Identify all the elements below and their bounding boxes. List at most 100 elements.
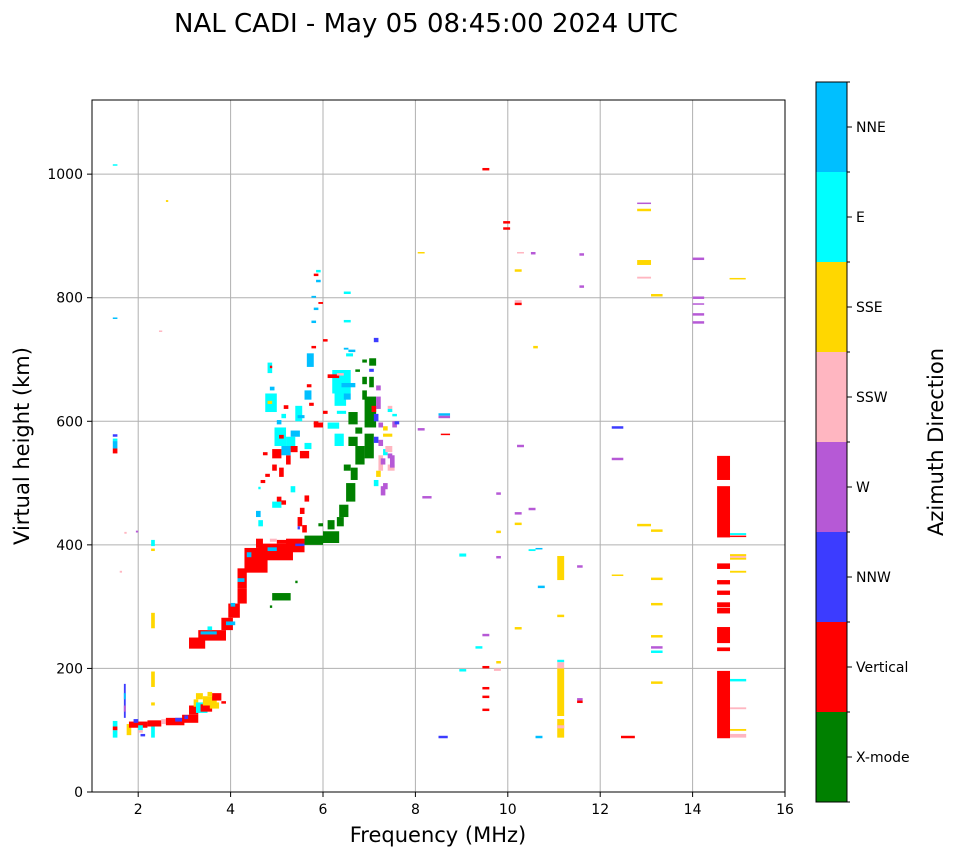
echo-patch-w bbox=[514, 512, 522, 515]
echo-patch-sse bbox=[514, 627, 522, 630]
echo-patch-v bbox=[272, 464, 277, 471]
echo-patch-v bbox=[482, 686, 490, 690]
echo-patch-v bbox=[327, 374, 340, 379]
echo-patch-w bbox=[651, 646, 663, 649]
echo-patch-v bbox=[269, 365, 273, 369]
echo-patch-ssw bbox=[730, 707, 747, 710]
echo-patch-nne bbox=[343, 393, 351, 400]
echo-patch-nne bbox=[256, 510, 261, 518]
echo-patch-nne bbox=[535, 735, 543, 739]
echo-patch-sse bbox=[151, 671, 155, 687]
echo-patch-ssw bbox=[637, 276, 652, 279]
echo-patch-nnw bbox=[133, 719, 139, 723]
echo-patch-w bbox=[692, 321, 705, 324]
echo-patch-nne bbox=[269, 386, 275, 391]
echo-patch-nne bbox=[112, 317, 118, 319]
echo-patch-nnw bbox=[123, 683, 126, 718]
echo-patch-v bbox=[276, 496, 282, 502]
echo-patch-x bbox=[323, 531, 340, 544]
echo-patch-v bbox=[717, 670, 731, 739]
echo-patch-v bbox=[730, 535, 747, 538]
colorbar-tick-label: SSE bbox=[856, 300, 883, 316]
y-axis-ticks: 0 200 400 600 800 1000 bbox=[47, 167, 92, 801]
echo-patch-nne bbox=[304, 390, 312, 400]
echo-patch-w bbox=[530, 251, 536, 255]
echo-patch-sse bbox=[496, 661, 501, 664]
echo-patch-sse bbox=[651, 529, 663, 532]
echo-patch-w bbox=[517, 444, 524, 448]
echo-patch-w bbox=[692, 313, 705, 316]
echo-patch-nne bbox=[535, 547, 543, 550]
echo-patch-v bbox=[482, 695, 490, 699]
echo-patch-e bbox=[112, 164, 118, 166]
echo-patch-x bbox=[346, 483, 356, 502]
echo-patch-sse bbox=[151, 702, 155, 706]
echo-patch-x bbox=[339, 504, 349, 518]
echo-patch-nnw bbox=[297, 526, 300, 530]
colorbar-tick-label: X-mode bbox=[856, 750, 910, 766]
echo-patch-sse bbox=[651, 635, 663, 638]
echo-patch-w bbox=[692, 303, 705, 305]
echo-patch-w bbox=[135, 530, 139, 533]
colorbar-swatch-e bbox=[816, 172, 847, 262]
echo-patch-v bbox=[717, 580, 731, 585]
echo-patch-e bbox=[336, 410, 347, 414]
echo-patch-e bbox=[557, 659, 565, 663]
echo-patch-w bbox=[376, 396, 381, 409]
echo-patch-e bbox=[327, 422, 340, 429]
echo-patch-sse bbox=[417, 251, 425, 254]
echo-patch-e bbox=[258, 486, 261, 490]
echo-patch-v bbox=[182, 714, 199, 723]
echo-patch-ssw bbox=[119, 570, 123, 573]
echo-patch-w bbox=[389, 455, 395, 468]
echo-patch-sse bbox=[651, 681, 663, 684]
echo-patch-x bbox=[362, 390, 367, 400]
echo-patch-sse bbox=[202, 696, 217, 706]
echo-patch-nne bbox=[537, 585, 545, 589]
echo-patch-ssw bbox=[138, 730, 143, 733]
echo-patch-v bbox=[228, 603, 240, 618]
echo-patch-v bbox=[237, 588, 247, 604]
colorbar-swatch-nnw bbox=[816, 532, 847, 622]
colorbar-swatch-ssw bbox=[816, 352, 847, 442]
echo-patch-nne bbox=[306, 353, 314, 367]
echo-patch-v bbox=[306, 384, 312, 388]
echo-patch-nne bbox=[230, 602, 236, 607]
colorbar-swatch-x bbox=[816, 712, 847, 802]
echo-patch-x bbox=[304, 535, 323, 545]
echo-patch-v bbox=[283, 405, 289, 409]
echo-patch-v bbox=[189, 637, 206, 649]
echo-patch-sse bbox=[151, 612, 155, 629]
echo-patch-e bbox=[651, 650, 663, 653]
echo-patch-v bbox=[212, 693, 222, 701]
x-axis-label: Frequency (MHz) bbox=[350, 823, 526, 847]
echo-patch-ssw bbox=[514, 300, 522, 303]
echo-patch-sse bbox=[637, 260, 652, 265]
echo-patch-v bbox=[309, 402, 314, 406]
echo-patch-nnw bbox=[611, 426, 624, 429]
echo-patch-e bbox=[343, 319, 351, 323]
echo-patch-v bbox=[313, 422, 323, 428]
echo-patch-sse bbox=[557, 614, 565, 618]
echo-patch-e bbox=[295, 405, 303, 422]
echo-patch-v bbox=[299, 507, 305, 514]
echo-patch-x bbox=[348, 436, 358, 446]
echo-patch-v bbox=[272, 449, 282, 459]
echo-patch-e bbox=[258, 520, 263, 527]
echo-patch-w bbox=[376, 385, 381, 391]
echo-patch-e bbox=[343, 291, 351, 295]
echo-patch-nne bbox=[348, 349, 356, 353]
echo-patch-w bbox=[496, 492, 501, 495]
echo-patch-nnw bbox=[373, 436, 379, 443]
y-tick-label: 1000 bbox=[47, 167, 83, 183]
echo-patch-ssw bbox=[557, 725, 565, 729]
echo-patch-w bbox=[378, 422, 384, 428]
echo-patch-nne bbox=[200, 631, 217, 635]
echo-patch-sse bbox=[496, 530, 501, 534]
echo-patch-nnw bbox=[112, 434, 118, 437]
echo-patch-nnw bbox=[373, 337, 379, 343]
x-tick-label: 6 bbox=[319, 802, 328, 818]
echo-patch-v bbox=[323, 410, 328, 414]
echo-patch-sse bbox=[611, 574, 624, 577]
colorbar-swatch-w bbox=[816, 442, 847, 532]
